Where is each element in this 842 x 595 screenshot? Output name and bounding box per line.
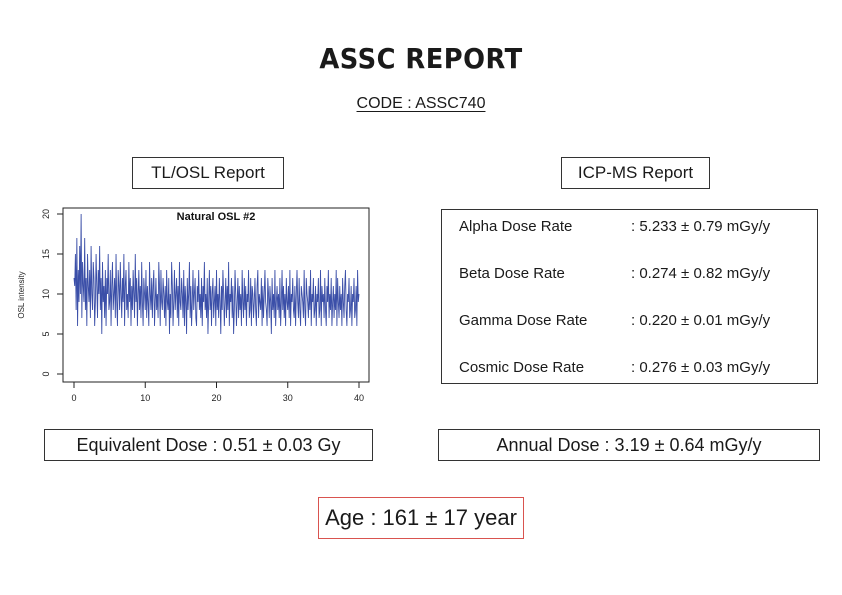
y-axis: 0 5 10 15 20 xyxy=(41,209,64,377)
x-axis: 0 10 20 30 40 xyxy=(71,381,364,403)
x-tick-label: 30 xyxy=(283,393,293,403)
x-tick-label: 20 xyxy=(211,393,221,403)
dose-rate-key: Beta Dose Rate xyxy=(459,265,565,282)
annual-dose-box: Annual Dose : 3.19 ± 0.64 mGy/y xyxy=(438,429,820,461)
osl-series-line xyxy=(73,213,360,335)
age-result-box: Age : 161 ± 17 year xyxy=(318,497,524,539)
x-tick-label: 0 xyxy=(71,393,76,403)
equivalent-dose-box: Equivalent Dose : 0.51 ± 0.03 Gy xyxy=(44,429,373,461)
y-tick-label: 0 xyxy=(41,371,51,376)
dose-rate-key: Cosmic Dose Rate xyxy=(459,359,585,376)
x-tick-label: 40 xyxy=(354,393,364,403)
icpms-report-label: ICP-MS Report xyxy=(561,157,710,189)
icpms-dose-rate-table: Alpha Dose Rate : 5.233 ± 0.79 mGy/y Bet… xyxy=(441,209,818,384)
dose-rate-value: : 5.233 ± 0.79 mGy/y xyxy=(631,218,771,235)
report-title: ASSC REPORT xyxy=(319,42,523,75)
y-tick-label: 10 xyxy=(41,289,51,299)
dose-rate-value: : 0.220 ± 0.01 mGy/y xyxy=(631,312,771,329)
dose-rate-key: Gamma Dose Rate xyxy=(459,312,588,329)
osl-chart: Natural OSL #2 OSL intensity 0 5 10 15 20 0 1… xyxy=(17,207,370,403)
report-code: CODE : ASSC740 xyxy=(356,95,486,112)
tlosl-report-label: TL/OSL Report xyxy=(132,157,284,189)
dose-rate-value: : 0.274 ± 0.82 mGy/y xyxy=(631,265,771,282)
dose-rate-value: : 0.276 ± 0.03 mGy/y xyxy=(631,359,771,376)
x-tick-label: 10 xyxy=(140,393,150,403)
y-tick-label: 20 xyxy=(41,209,51,219)
y-axis-label: OSL intensity xyxy=(17,271,26,318)
dose-rate-key: Alpha Dose Rate xyxy=(459,218,573,235)
y-tick-label: 5 xyxy=(41,331,51,336)
chart-title: Natural OSL #2 xyxy=(177,211,256,223)
y-tick-label: 15 xyxy=(41,249,51,259)
